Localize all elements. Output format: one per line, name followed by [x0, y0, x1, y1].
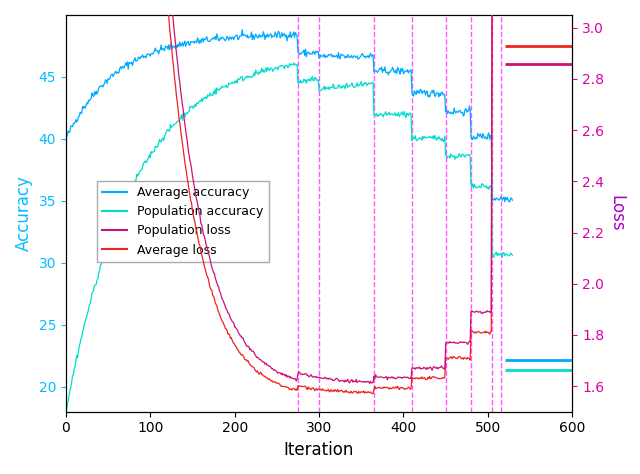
X-axis label: Iteration: Iteration	[284, 441, 354, 459]
Legend: Average accuracy, Population accuracy, Population loss, Average loss: Average accuracy, Population accuracy, P…	[97, 181, 269, 262]
Y-axis label: Accuracy: Accuracy	[15, 175, 33, 251]
Y-axis label: Loss: Loss	[607, 195, 625, 232]
